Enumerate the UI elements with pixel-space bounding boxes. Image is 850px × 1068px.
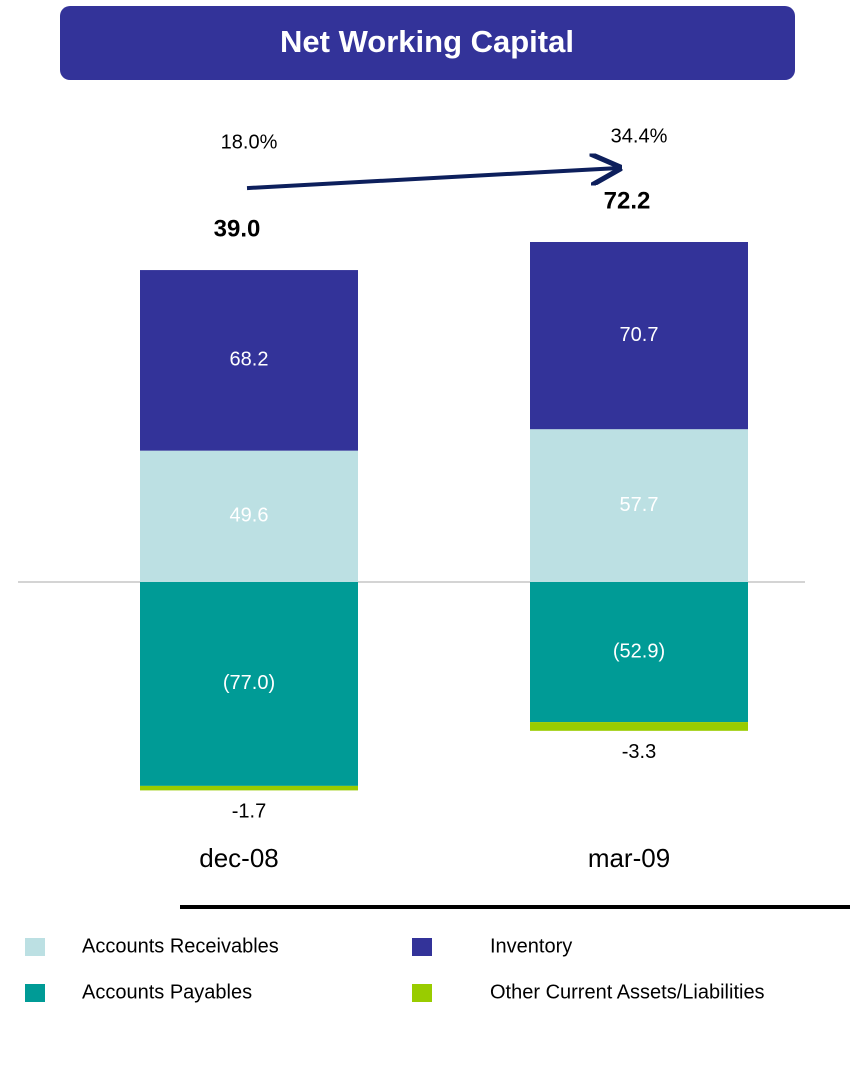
- bar-segment: [530, 722, 748, 731]
- x-tick-label: dec-08: [199, 843, 279, 873]
- legend-swatch: [412, 938, 432, 956]
- data-label: 57.7: [620, 494, 659, 516]
- data-label: 70.7: [620, 324, 659, 346]
- legend-label: Inventory: [490, 935, 572, 957]
- chart: Net Working Capital 49.6 68.2 (77.0) -1.7 39…: [0, 0, 850, 1063]
- legend-swatch: [412, 984, 432, 1002]
- legend-swatch: [25, 938, 45, 956]
- growth-label: 18.0%: [221, 131, 278, 153]
- total-label: 72.2: [604, 187, 651, 214]
- data-label: -1.7: [232, 801, 266, 823]
- legend-label: Accounts Payables: [82, 981, 252, 1003]
- total-label: 39.0: [214, 215, 261, 242]
- legend-label: Accounts Receivables: [82, 935, 279, 957]
- x-tick-label: mar-09: [588, 843, 670, 873]
- data-label: 68.2: [230, 349, 269, 371]
- growth-label: 34.4%: [611, 125, 668, 147]
- legend-swatch: [25, 984, 45, 1002]
- data-label: 49.6: [230, 505, 269, 527]
- legend-label: Other Current Assets/Liabilities: [490, 981, 765, 1003]
- data-label: (52.9): [613, 640, 665, 662]
- chart-title: Net Working Capital: [280, 24, 574, 59]
- bar-segment: [140, 786, 358, 791]
- data-label: -3.3: [622, 741, 656, 763]
- data-label: (77.0): [223, 672, 275, 694]
- growth-arrow: [247, 168, 619, 188]
